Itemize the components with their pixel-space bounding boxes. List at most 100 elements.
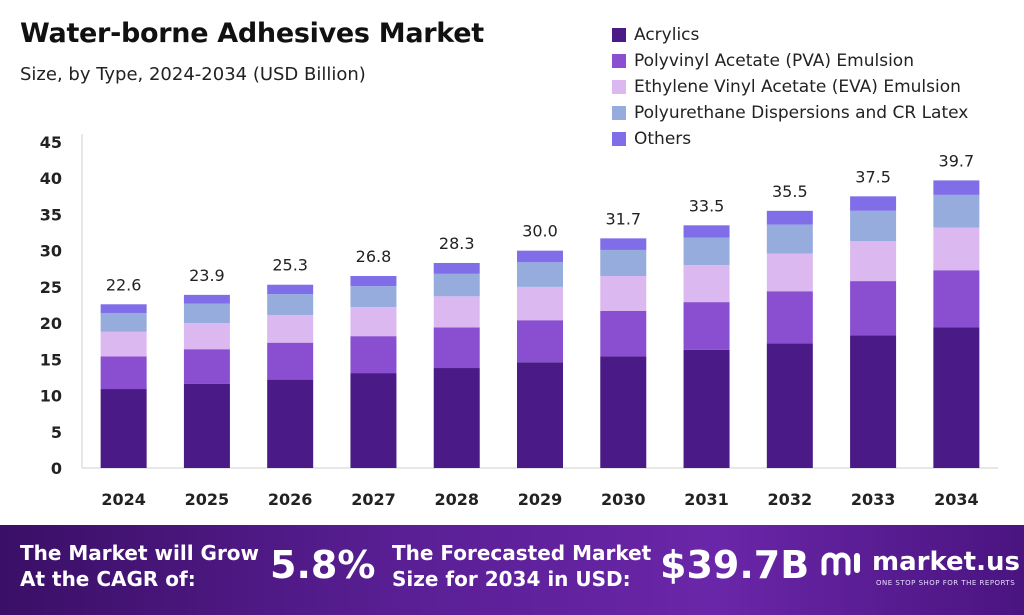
bar-segment	[350, 286, 397, 308]
bar-segment	[850, 241, 897, 282]
bar-segment	[100, 356, 147, 390]
forecast-label-line1: The Forecasted Market	[392, 541, 652, 565]
bar-segment	[933, 194, 980, 228]
bar-segment	[683, 349, 730, 468]
legend-label: Others	[634, 129, 692, 149]
x-tick-label: 2032	[768, 490, 813, 509]
bar-total-label: 37.5	[855, 167, 891, 186]
bar-segment	[350, 307, 397, 337]
bar-total-label: 33.5	[689, 196, 725, 215]
legend-item-others: Others	[612, 126, 968, 152]
bar-segment	[517, 250, 563, 263]
bar-segment	[183, 303, 230, 324]
legend-swatch	[612, 54, 626, 68]
bar-segment	[517, 286, 563, 321]
legend-item-eva: Ethylene Vinyl Acetate (EVA) Emulsion	[612, 74, 968, 100]
x-tick-label: 2031	[684, 490, 729, 509]
chart-title: Water-borne Adhesives Market	[20, 18, 484, 49]
y-tick-label: 45	[40, 133, 62, 152]
cagr-label-line1: The Market will Grow	[20, 541, 260, 565]
forecast-label: The Forecasted Market Size for 2034 in U…	[392, 540, 651, 592]
bar-segment	[850, 210, 897, 242]
bar-segment	[766, 224, 813, 254]
y-tick-label: 0	[51, 459, 62, 478]
bar-segment	[933, 180, 980, 195]
bar-total-label: 39.7	[939, 151, 975, 170]
bar-total-label: 28.3	[439, 234, 475, 253]
bar-segment	[267, 379, 314, 468]
bar-segment	[766, 210, 813, 225]
bar-segment	[350, 373, 397, 468]
bar-segment	[600, 238, 647, 250]
bar-segment	[100, 331, 147, 357]
legend-item-pud: Polyurethane Dispersions and CR Latex	[612, 100, 968, 126]
bar-segment	[683, 237, 730, 266]
bar-segment	[100, 312, 147, 332]
y-tick-label: 40	[40, 169, 62, 188]
brand-tagline: ONE STOP SHOP FOR THE REPORTS	[876, 579, 1016, 587]
cagr-label-line2: At the CAGR of:	[20, 567, 196, 591]
bar-segment	[933, 270, 980, 328]
y-tick-label: 5	[51, 423, 62, 442]
legend-item-acrylics: Acrylics	[612, 22, 968, 48]
bar-segment	[433, 262, 480, 274]
bar-segment	[600, 276, 647, 311]
bar-segment	[600, 249, 647, 277]
x-tick-label: 2026	[268, 490, 313, 509]
legend-label: Polyurethane Dispersions and CR Latex	[634, 103, 969, 123]
legend-swatch	[612, 80, 626, 94]
bar-total-label: 26.8	[356, 247, 392, 266]
bar-segment	[433, 296, 480, 328]
bar-segment	[766, 291, 813, 344]
x-tick-label: 2034	[934, 490, 979, 509]
y-tick-label: 10	[40, 387, 62, 406]
bar-segment	[433, 368, 480, 468]
legend-swatch	[612, 106, 626, 120]
forecast-value: $39.7B	[660, 543, 810, 587]
bar-segment	[766, 343, 813, 468]
market-us-logo-icon	[821, 552, 860, 576]
stacked-bar-chart: 05101520253035404522.6202423.9202525.320…	[40, 133, 998, 509]
bar-segment	[267, 315, 314, 343]
bar-segment	[766, 253, 813, 292]
bar-segment	[100, 304, 147, 313]
x-tick-label: 2024	[101, 490, 146, 509]
legend: Acrylics Polyvinyl Acetate (PVA) Emulsio…	[612, 22, 968, 152]
bar-segment	[183, 383, 230, 468]
bar-segment	[850, 196, 897, 211]
legend-label: Polyvinyl Acetate (PVA) Emulsion	[634, 51, 914, 71]
y-tick-label: 30	[40, 242, 62, 261]
legend-label: Acrylics	[634, 25, 700, 45]
bar-total-label: 23.9	[189, 266, 225, 285]
brand-logo: market.us ONE STOP SHOP FOR THE REPORTS	[820, 547, 1020, 587]
bar-segment	[683, 265, 730, 303]
legend-label: Ethylene Vinyl Acetate (EVA) Emulsion	[634, 77, 961, 97]
x-tick-label: 2029	[518, 490, 563, 509]
bar-total-label: 30.0	[522, 222, 558, 241]
bar-segment	[267, 294, 314, 316]
bar-segment	[517, 320, 563, 363]
y-tick-label: 25	[40, 278, 62, 297]
bar-segment	[933, 227, 980, 271]
bar-segment	[350, 336, 397, 374]
bar-segment	[267, 342, 314, 380]
bar-segment	[600, 356, 647, 468]
x-tick-label: 2030	[601, 490, 646, 509]
footer-banner: The Market will Grow At the CAGR of: 5.8…	[0, 525, 1024, 615]
bar-segment	[433, 273, 480, 297]
bar-segment	[350, 276, 397, 287]
chart-subtitle: Size, by Type, 2024-2034 (USD Billion)	[20, 64, 366, 85]
bar-segment	[267, 284, 314, 295]
y-tick-label: 35	[40, 205, 62, 224]
cagr-value: 5.8%	[270, 543, 376, 587]
bar-segment	[100, 389, 147, 468]
bar-total-label: 35.5	[772, 182, 808, 201]
bar-segment	[517, 362, 563, 468]
y-tick-label: 15	[40, 350, 62, 369]
x-tick-label: 2025	[185, 490, 230, 509]
brand-name: market.us	[872, 547, 1020, 577]
bar-segment	[183, 349, 230, 384]
bar-segment	[683, 225, 730, 238]
bar-segment	[433, 327, 480, 369]
